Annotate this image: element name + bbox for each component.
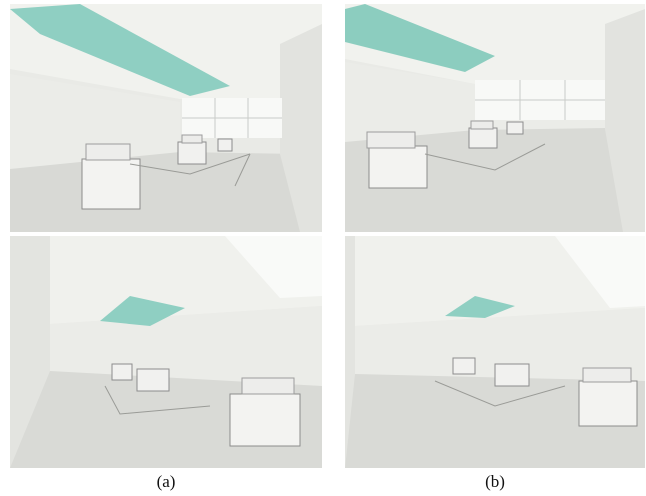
room-scene bbox=[10, 4, 322, 232]
skylight bbox=[10, 4, 230, 96]
photo-b-top bbox=[345, 4, 645, 232]
photo-a-top bbox=[10, 4, 322, 232]
skylight bbox=[100, 296, 185, 326]
box-near bbox=[368, 145, 428, 189]
room-scene bbox=[345, 236, 645, 468]
room-scene bbox=[10, 236, 322, 468]
photo-b-bottom bbox=[345, 236, 645, 468]
skylight bbox=[345, 4, 495, 72]
light-panel bbox=[555, 236, 645, 308]
room-scene bbox=[345, 4, 645, 232]
light-panel bbox=[225, 236, 322, 298]
photo-a-bottom bbox=[10, 236, 322, 468]
box-near bbox=[81, 158, 141, 210]
caption-b: (b) bbox=[485, 472, 505, 491]
box-near bbox=[229, 393, 301, 447]
skylight bbox=[445, 296, 515, 318]
box-near bbox=[578, 380, 638, 427]
caption-a: (a) bbox=[156, 472, 176, 491]
